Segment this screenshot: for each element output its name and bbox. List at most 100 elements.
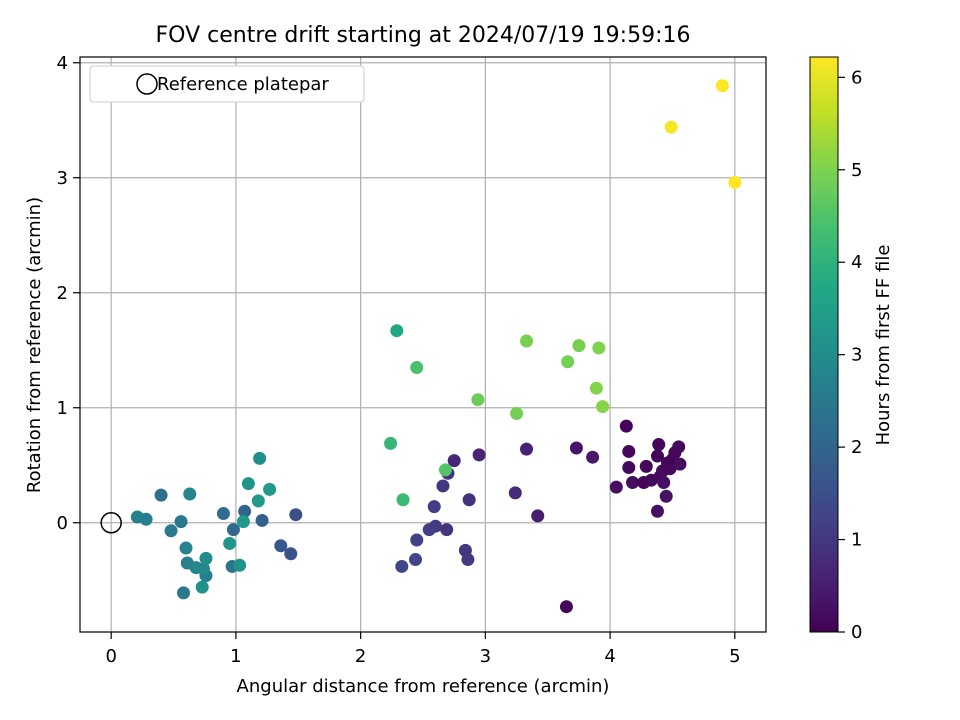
data-point bbox=[559, 600, 573, 614]
data-point bbox=[238, 504, 252, 518]
data-point bbox=[263, 482, 277, 496]
x-axis-label: Angular distance from reference (arcmin) bbox=[237, 676, 610, 697]
legend-entry-label: Reference platepar bbox=[157, 74, 329, 95]
plot-frame bbox=[79, 56, 767, 633]
data-point bbox=[438, 463, 452, 477]
x-tick-label: 1 bbox=[230, 646, 241, 667]
x-tick-label: 0 bbox=[105, 646, 116, 667]
data-point bbox=[592, 341, 606, 355]
y-tick-label: 0 bbox=[57, 513, 68, 534]
data-point bbox=[650, 504, 664, 518]
data-point bbox=[531, 509, 545, 523]
data-point bbox=[447, 454, 461, 468]
data-point bbox=[471, 393, 485, 407]
data-point bbox=[672, 440, 686, 454]
colorbar-gradient bbox=[809, 56, 839, 633]
colorbar-tick-label: 6 bbox=[851, 67, 862, 88]
colorbar-tick-label: 0 bbox=[851, 622, 862, 643]
x-tick-label: 5 bbox=[729, 646, 740, 667]
data-point bbox=[510, 407, 524, 420]
data-point bbox=[609, 480, 623, 494]
data-point bbox=[251, 494, 265, 508]
data-point bbox=[639, 459, 653, 473]
data-point bbox=[673, 457, 687, 471]
data-point bbox=[622, 461, 636, 475]
y-axis-ticks: 0 1 2 3 4 bbox=[57, 53, 80, 534]
data-point bbox=[569, 441, 583, 455]
y-axis-label: Rotation from reference (arcmin) bbox=[24, 197, 45, 493]
data-point bbox=[619, 419, 633, 433]
data-point bbox=[520, 442, 534, 456]
data-point bbox=[409, 553, 423, 567]
data-point bbox=[596, 400, 610, 414]
data-point bbox=[289, 508, 303, 522]
data-points bbox=[130, 79, 742, 614]
colorbar-tick-label: 1 bbox=[851, 530, 862, 551]
data-point bbox=[154, 488, 168, 502]
data-point bbox=[622, 444, 636, 458]
data-point bbox=[396, 493, 410, 507]
data-point bbox=[652, 438, 666, 452]
data-point bbox=[216, 507, 230, 521]
data-point bbox=[164, 524, 178, 538]
data-point bbox=[561, 355, 575, 369]
data-point bbox=[422, 523, 436, 537]
colorbar: 0 1 2 3 4 5 6 Hours from first FF file bbox=[809, 56, 894, 643]
colorbar-tick-label: 5 bbox=[851, 160, 862, 181]
data-point bbox=[274, 539, 288, 553]
data-point bbox=[427, 500, 441, 514]
data-point bbox=[226, 523, 240, 537]
data-point bbox=[664, 120, 678, 134]
data-point bbox=[384, 436, 398, 450]
data-point bbox=[472, 448, 486, 462]
data-point bbox=[183, 487, 197, 501]
x-tick-label: 3 bbox=[480, 646, 491, 667]
data-point bbox=[508, 486, 522, 500]
data-point bbox=[284, 547, 298, 561]
data-point bbox=[462, 493, 476, 507]
data-point bbox=[657, 476, 671, 489]
x-axis-ticks: 0 1 2 3 4 5 bbox=[105, 632, 741, 667]
data-point bbox=[174, 515, 188, 529]
data-point bbox=[626, 476, 640, 489]
x-tick-label: 4 bbox=[604, 646, 615, 667]
data-point bbox=[390, 324, 404, 338]
y-tick-label: 1 bbox=[57, 398, 68, 419]
data-point bbox=[440, 523, 454, 537]
colorbar-tick-label: 3 bbox=[851, 345, 862, 366]
reference-platepar-marker bbox=[100, 512, 122, 534]
data-point bbox=[130, 510, 144, 524]
colorbar-tick-label: 2 bbox=[851, 437, 862, 458]
data-point bbox=[196, 562, 210, 576]
grid bbox=[80, 57, 766, 632]
colorbar-label: Hours from first FF file bbox=[873, 245, 894, 446]
y-tick-label: 2 bbox=[57, 283, 68, 304]
legend: Reference platepar bbox=[89, 65, 365, 103]
data-point bbox=[241, 477, 255, 491]
data-point bbox=[410, 361, 424, 374]
data-point bbox=[195, 580, 209, 594]
data-point bbox=[253, 451, 267, 465]
data-point bbox=[650, 449, 664, 463]
y-tick-label: 3 bbox=[57, 168, 68, 189]
data-point bbox=[461, 553, 475, 567]
data-point bbox=[589, 381, 603, 395]
chart-title: FOV centre drift starting at 2024/07/19 … bbox=[156, 23, 691, 48]
reference-layer bbox=[100, 512, 122, 534]
data-point bbox=[659, 489, 673, 503]
legend-box bbox=[89, 65, 365, 103]
data-point bbox=[255, 513, 269, 527]
data-point bbox=[179, 541, 193, 555]
data-point bbox=[395, 559, 409, 573]
x-tick-label: 2 bbox=[355, 646, 366, 667]
data-point bbox=[177, 586, 191, 600]
data-point bbox=[436, 479, 450, 493]
data-point bbox=[236, 515, 250, 529]
data-point bbox=[572, 339, 586, 353]
data-point bbox=[715, 79, 729, 93]
data-point bbox=[410, 533, 424, 547]
data-point bbox=[728, 175, 742, 189]
data-point bbox=[586, 450, 600, 464]
data-point bbox=[199, 551, 213, 565]
